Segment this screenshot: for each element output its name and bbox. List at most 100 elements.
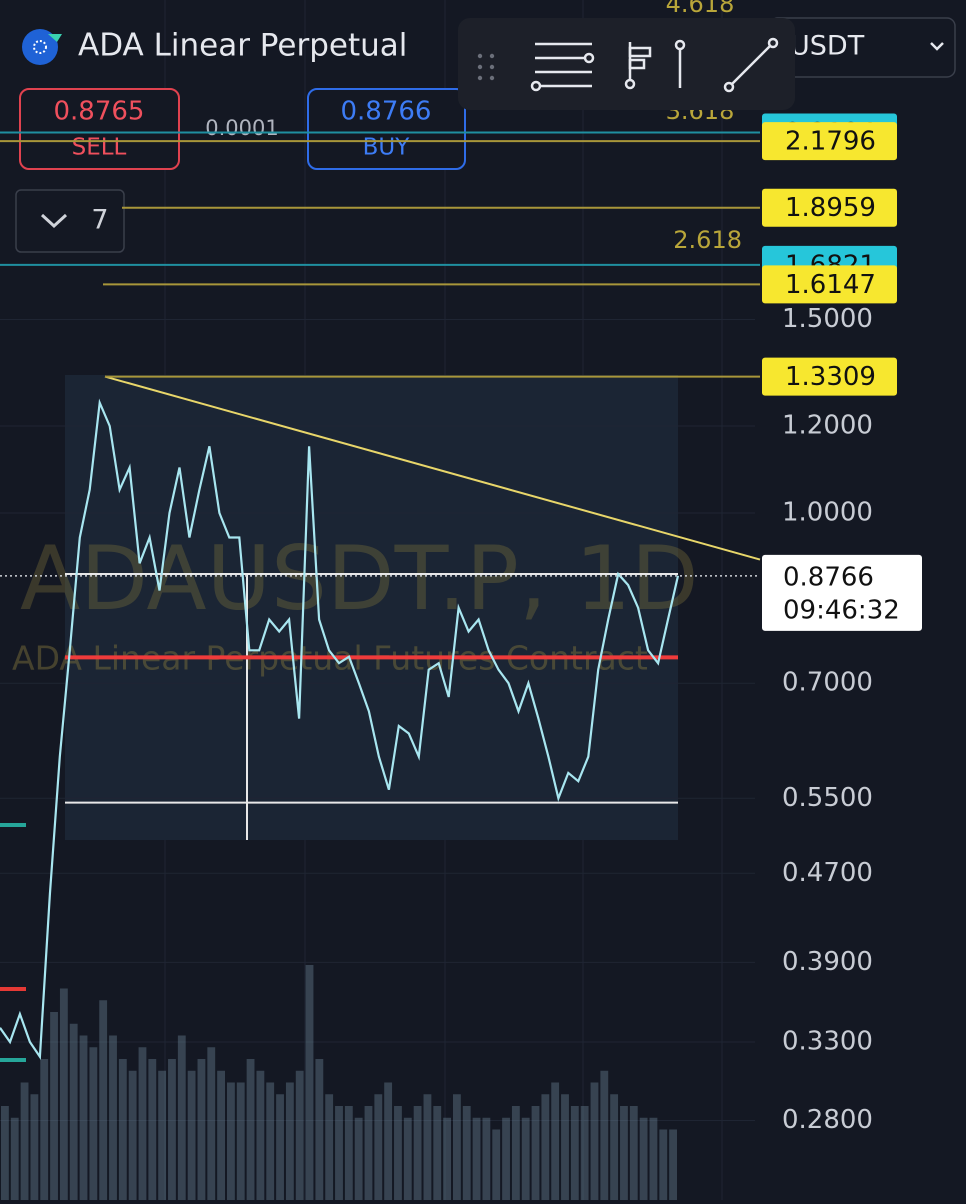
tool-icon[interactable] — [723, 37, 779, 93]
indicator-count: 7 — [91, 205, 108, 236]
sell-price: 0.8765 — [54, 97, 145, 127]
volume-bar — [256, 1070, 265, 1200]
volume-bar — [99, 1000, 108, 1200]
volume-bar — [89, 1047, 98, 1200]
buy-price: 0.8766 — [341, 97, 432, 127]
volume-bar — [285, 1082, 294, 1200]
buy-label: BUY — [363, 135, 411, 161]
volume-bar — [482, 1117, 491, 1200]
level-tag — [762, 122, 897, 161]
volume-bar — [266, 1082, 275, 1200]
volume-bar — [246, 1059, 255, 1200]
plot — [0, 318, 761, 1200]
volume-bar — [227, 1082, 235, 1200]
tool-icon[interactable] — [624, 39, 686, 90]
left-marker — [0, 987, 26, 991]
volume-bar — [590, 1082, 599, 1200]
volume-bar — [649, 1117, 658, 1200]
volume-bar — [217, 1070, 225, 1200]
volume-bar — [335, 1106, 343, 1200]
volume-bar — [295, 1070, 304, 1200]
volume-bar — [620, 1106, 628, 1200]
volume-bar — [128, 1070, 137, 1200]
y-tick-label: 1.0000 — [782, 497, 873, 527]
volume-bar — [40, 1059, 49, 1200]
volume-bar — [472, 1117, 481, 1200]
volume-bar — [600, 1070, 609, 1200]
volume-bar — [659, 1129, 668, 1200]
volume-bar — [177, 1035, 186, 1200]
volume-bar — [59, 988, 68, 1200]
y-tick-label: 1.2000 — [782, 410, 873, 440]
buy-button[interactable] — [307, 88, 466, 170]
volume-bar — [580, 1106, 589, 1200]
level-label: 1.6147 — [785, 270, 876, 300]
volume-bar — [168, 1059, 176, 1200]
level-tag — [762, 357, 897, 396]
volume-bar — [344, 1106, 353, 1200]
volume-bar — [384, 1082, 393, 1200]
left-marker — [0, 1058, 26, 1062]
volume-bar — [276, 1094, 284, 1200]
volume-bar — [394, 1106, 402, 1200]
drawing-toolbar — [458, 18, 795, 110]
sell-label: SELL — [72, 135, 127, 161]
indicator-toggle[interactable] — [15, 189, 125, 253]
spread: 0.0001 — [205, 116, 278, 140]
volume-bar — [551, 1082, 560, 1200]
level-label: 1.3309 — [785, 362, 876, 392]
volume-bar — [138, 1047, 147, 1200]
volume-bar — [541, 1094, 550, 1200]
y-tick-label: 1.5000 — [782, 304, 873, 334]
volume-bar — [433, 1106, 442, 1200]
volume-bar — [511, 1106, 520, 1200]
volume-bar — [629, 1106, 638, 1200]
level-label: 2.1796 — [785, 127, 876, 157]
volume-bar — [502, 1117, 510, 1200]
sell-button[interactable] — [19, 88, 180, 170]
volume-bar — [374, 1094, 383, 1200]
volume-bar — [443, 1117, 451, 1200]
dropdown-caret — [930, 42, 944, 51]
chevron-icon — [40, 213, 68, 229]
volume-bar — [148, 1059, 157, 1200]
countdown-label: 09:46:32 — [783, 595, 900, 625]
volume-bar — [325, 1094, 334, 1200]
fib-label: 2.618 — [673, 226, 742, 254]
volume-bar — [20, 1082, 29, 1200]
last-price-label: 0.8766 — [783, 562, 874, 592]
volume-bar — [669, 1129, 677, 1200]
last-price-tag — [762, 554, 922, 631]
y-tick-label: 0.3900 — [782, 947, 873, 977]
y-tick-label: 0.3300 — [782, 1027, 873, 1057]
volume-bar — [531, 1106, 540, 1200]
symbol-title: ADA Linear Perpetual — [78, 28, 407, 64]
logo — [22, 29, 58, 65]
trendline — [104, 375, 761, 561]
left-marker — [0, 823, 26, 827]
volume-bar — [354, 1117, 363, 1200]
volume-bar — [50, 1012, 58, 1200]
volume-bar — [570, 1106, 579, 1200]
volume-bar — [364, 1106, 373, 1200]
volume-bar — [423, 1094, 432, 1200]
volume-bar — [109, 1035, 117, 1200]
volume-bar — [10, 1117, 19, 1200]
volume-bar — [79, 1035, 88, 1200]
volume-bar — [30, 1094, 39, 1200]
volume-bar — [521, 1117, 530, 1200]
logo-mark — [33, 40, 47, 54]
logo-badge — [48, 34, 62, 42]
volume-bar — [187, 1070, 196, 1200]
tool-icon[interactable] — [530, 42, 595, 92]
volume-bar — [1, 1106, 9, 1200]
y-tick-label: 0.2800 — [782, 1105, 873, 1135]
volume-bar — [69, 1023, 78, 1200]
volume-bar — [403, 1117, 412, 1200]
y-tick-label: 0.4700 — [782, 858, 873, 888]
volume-bar — [610, 1094, 619, 1200]
watermark: ADAUSDT.P, 1D — [20, 527, 699, 630]
range-box — [65, 375, 678, 840]
